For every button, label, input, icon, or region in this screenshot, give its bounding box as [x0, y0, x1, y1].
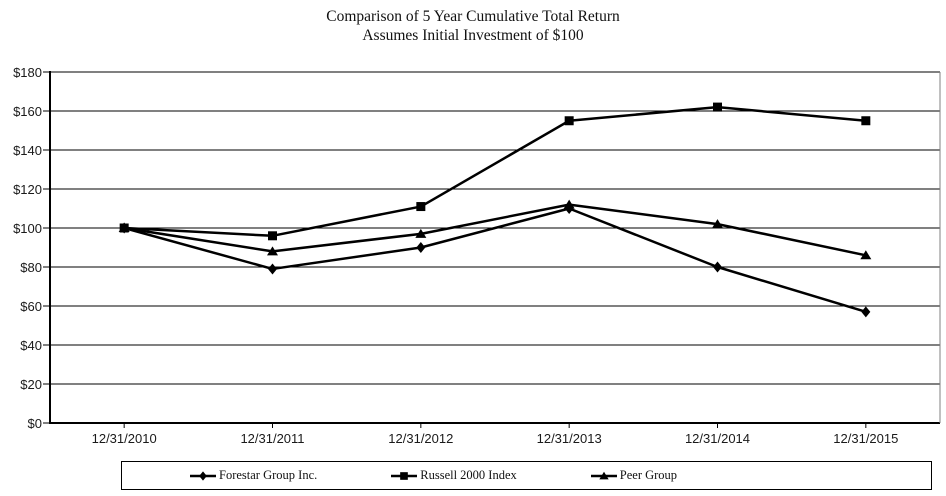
y-tick-label: $0 — [27, 415, 42, 431]
x-tick-label: 12/31/2012 — [388, 431, 454, 446]
chart-title-block: Comparison of 5 Year Cumulative Total Re… — [0, 7, 946, 45]
legend-marker-triangle-icon — [590, 471, 617, 479]
legend: Forestar Group Inc. Russell 2000 Index Pee… — [121, 461, 932, 490]
chart-subtitle: Assumes Initial Investment of $100 — [362, 27, 584, 44]
chart-title: Comparison of 5 Year Cumulative Total Re… — [326, 8, 620, 25]
legend-label: Forestar Group Inc. — [219, 468, 318, 482]
y-tick-label: $100 — [13, 220, 42, 236]
triangle-marker-icon — [267, 246, 278, 256]
series-line-triangle — [123, 203, 867, 257]
triangle-marker-icon — [118, 223, 130, 232]
x-tick-label: 12/31/2011 — [240, 431, 305, 446]
square-marker-icon — [713, 102, 722, 112]
triangle-marker-icon — [712, 219, 723, 229]
plot-area — [43, 71, 941, 428]
diamond-marker-icon — [416, 242, 426, 253]
y-tick-label: $60 — [20, 298, 42, 314]
series-line-diamond — [123, 207, 867, 314]
diamond-marker-icon — [268, 263, 277, 275]
y-tick-label: $20 — [20, 376, 42, 392]
square-marker-icon — [400, 471, 409, 480]
legend-marker-diamond-icon — [190, 470, 216, 481]
diamond-marker-icon — [861, 306, 871, 318]
series-line-square — [124, 105, 866, 238]
triangle-marker-icon — [860, 250, 872, 260]
y-tick-label: $120 — [13, 181, 42, 197]
y-tick-label: $40 — [20, 337, 42, 353]
legend-item-diamond: Forestar Group Inc. — [190, 468, 317, 483]
x-tick-label: 12/31/2010 — [91, 431, 157, 446]
diamond-marker-icon — [199, 470, 207, 481]
y-tick-label: $80 — [20, 259, 42, 275]
legend-label: Peer Group — [619, 468, 678, 482]
y-tick-label: $180 — [13, 64, 42, 80]
legend-item-triangle: Peer Group — [590, 468, 678, 483]
triangle-marker-icon — [563, 199, 575, 209]
legend-item-square: Russell 2000 Index — [391, 468, 517, 483]
legend-marker-square-icon — [391, 471, 418, 480]
square-marker-icon — [564, 116, 574, 126]
triangle-marker-icon — [599, 471, 609, 479]
legend-label: Russell 2000 Index — [420, 468, 517, 482]
triangle-marker-icon — [415, 228, 427, 238]
x-tick-label: 12/31/2014 — [684, 431, 751, 446]
x-tick-label: 12/31/2013 — [536, 431, 602, 446]
diamond-marker-icon — [713, 261, 722, 273]
y-tick-label: $160 — [13, 103, 42, 119]
y-tick-label: $140 — [13, 142, 42, 158]
x-tick-label: 12/31/2015 — [833, 431, 899, 446]
square-marker-icon — [861, 116, 871, 126]
square-marker-icon — [416, 202, 426, 212]
square-marker-icon — [268, 231, 277, 241]
